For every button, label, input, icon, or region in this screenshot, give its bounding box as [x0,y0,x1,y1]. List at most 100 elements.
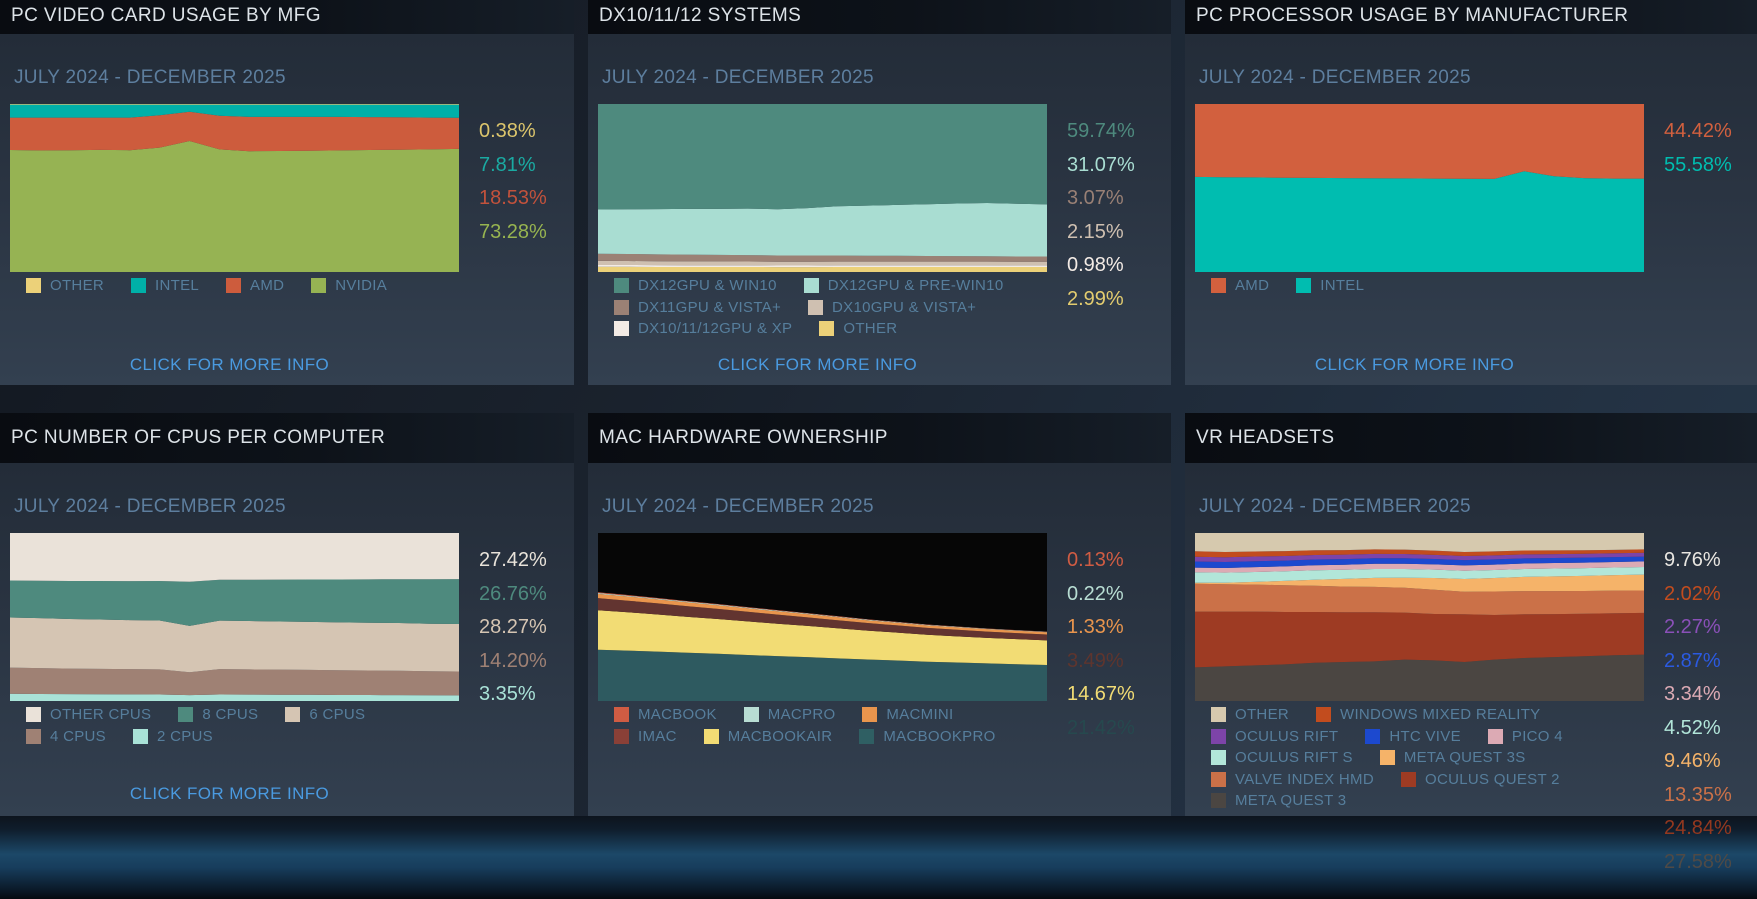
value-label: 27.58% [1664,850,1732,873]
value-label: 2.02% [1664,582,1721,605]
stacked-area-chart[interactable] [598,104,1047,272]
stacked-area-chart[interactable] [598,533,1047,701]
date-range-label: JULY 2024 - DECEMBER 2025 [1199,496,1471,517]
value-label: 31.07% [1067,153,1135,176]
value-label: 3.34% [1664,683,1721,705]
legend-label: META QUEST 3S [1403,749,1526,767]
legend-label: MACPRO [767,706,836,724]
legend-item: OTHER [1211,706,1289,723]
stacked-area-chart[interactable] [10,104,459,272]
legend-swatch-icon [808,299,824,315]
legend-label: DX12GPU & WIN10 [638,277,777,295]
legend-label: NVIDIA [335,277,388,295]
stacked-area-chart[interactable] [1195,104,1644,272]
legend-row: VALVE INDEX HMD OCULUS QUEST 2 [1211,769,1753,791]
more-info-link[interactable]: CLICK FOR MORE INFO [717,355,918,374]
area-series-nvidia [10,140,459,272]
panel-header: PC PROCESSOR USAGE BY MANUFACTURER [1185,0,1757,34]
legend-label: DX12GPU & PRE-WIN10 [827,277,1004,295]
area-series-dx12gpu-pre-win10 [598,203,1047,257]
legend-swatch-icon [1211,793,1226,809]
value-labels: 0.38% 7.81% 18.53% 73.28% [469,115,609,249]
panel-video-card-usage: PC VIDEO CARD USAGE BY MFG JULY 2024 - D… [0,0,574,385]
legend-item: OCULUS QUEST 2 [1400,771,1560,788]
legend-swatch-icon [26,707,41,723]
value-label: 2.99% [1067,287,1124,310]
area-series-oculus-rift-s [1195,567,1644,583]
legend-item: INTEL [131,277,199,294]
legend-swatch-icon [803,278,819,294]
legend-item: VALVE INDEX HMD [1211,771,1374,788]
value-label: 55.58% [1664,153,1732,176]
legend-item: 2 CPUS [133,728,213,745]
panel-title: MAC HARDWARE OWNERSHIP [599,427,888,448]
panel-title: PC NUMBER OF CPUS PER COMPUTER [11,427,386,448]
chart-legend: MACBOOK MACPRO MACMINI IMAC MACBOOKAIR MACBOO… [614,704,1167,747]
legend-label: 8 CPUS [202,706,259,724]
more-info-link[interactable]: CLICK FOR MORE INFO [1314,355,1515,374]
legend-item: META QUEST 3S [1379,749,1526,767]
area-series-6-cpus [10,617,459,673]
stacked-area-chart[interactable] [10,533,459,701]
panel-title: PC VIDEO CARD USAGE BY MFG [11,5,321,26]
legend-row: OTHER CPUS 8 CPUS 6 CPUS [26,704,570,726]
panel-cpus-per-computer: PC NUMBER OF CPUS PER COMPUTER JULY 2024… [0,413,574,816]
value-label: 4.52% [1664,716,1721,739]
more-info-link[interactable]: CLICK FOR MORE INFO [129,355,330,374]
page-footer-glow [0,816,1757,899]
area-series-valve-index-hmd [1195,583,1644,615]
area-series-intel [10,104,459,118]
legend-row: 4 CPUS 2 CPUS [26,726,570,748]
legend-swatch-icon [743,707,759,723]
panel-body: JULY 2024 - DECEMBER 2025 27.42% 26.76% 28… [0,463,574,816]
date-range-label: JULY 2024 - DECEMBER 2025 [602,67,874,88]
legend-row: MACBOOK MACPRO MACMINI [614,704,1167,726]
legend-row: DX12GPU & WIN10 DX12GPU & PRE-WIN10 [614,275,1167,297]
value-label: 18.53% [479,187,547,209]
value-label: 0.22% [1067,582,1124,605]
legend-swatch-icon [1379,750,1395,766]
legend-swatch-icon [1211,750,1226,766]
legend-label: VALVE INDEX HMD [1235,770,1374,788]
value-label: 2.87% [1664,649,1721,672]
legend-item: OTHER [26,277,104,294]
chart-area: 27.42% 26.76% 28.27% 14.20% 3.35% [10,533,547,705]
legend-swatch-icon [226,278,242,294]
legend-row: OCULUS RIFT HTC VIVE PICO 4 [1211,726,1753,748]
stacked-area-chart[interactable] [1195,533,1644,701]
legend-item: 6 CPUS [285,706,365,723]
value-label: 0.98% [1067,254,1124,276]
area-series-other [1195,533,1644,552]
legend-item: OCULUS RIFT S [1211,749,1353,766]
value-label: 9.76% [1664,549,1721,571]
legend-row: AMD INTEL [1211,275,1753,297]
legend-swatch-icon [285,707,301,723]
legend-label: OCULUS RIFT [1235,727,1339,745]
panel-title: PC PROCESSOR USAGE BY MANUFACTURER [1196,5,1629,26]
chart-legend: DX12GPU & WIN10 DX12GPU & PRE-WIN10 DX11GP… [614,275,1167,340]
legend-label: DX11GPU & VISTA+ [638,298,782,316]
value-label: 44.42% [1664,120,1732,142]
panel-title: DX10/11/12 SYSTEMS [599,5,802,26]
panel-body: JULY 2024 - DECEMBER 2025 9.76% 2.02% 2.27… [1185,463,1757,873]
legend-item: DX12GPU & WIN10 [614,277,777,294]
legend-item: IMAC [614,728,677,745]
area-series-other-cpus [10,533,459,582]
area-series-8-cpus [10,579,459,626]
chart-area: 0.38% 7.81% 18.53% 73.28% [10,104,547,272]
legend-label: OTHER CPUS [50,706,152,724]
legend-label: AMD [250,277,285,295]
more-info-link[interactable]: CLICK FOR MORE INFO [129,784,330,803]
legend-row: OTHER INTEL AMD NVIDIA [26,275,570,297]
panel-processor-usage: PC PROCESSOR USAGE BY MANUFACTURER JULY … [1185,0,1757,385]
legend-swatch-icon [1211,278,1226,294]
panel-vr-headsets: VR HEADSETS JULY 2024 - DECEMBER 2025 9.… [1185,413,1757,873]
legend-item: DX11GPU & VISTA+ [614,299,781,316]
legend-swatch-icon [703,728,719,744]
date-range-label: JULY 2024 - DECEMBER 2025 [602,496,874,517]
legend-swatch-icon [614,278,629,294]
value-label: 28.27% [479,616,547,638]
area-series-macmini [598,593,1047,635]
value-label: 27.42% [479,549,547,571]
legend-swatch-icon [1487,728,1503,744]
